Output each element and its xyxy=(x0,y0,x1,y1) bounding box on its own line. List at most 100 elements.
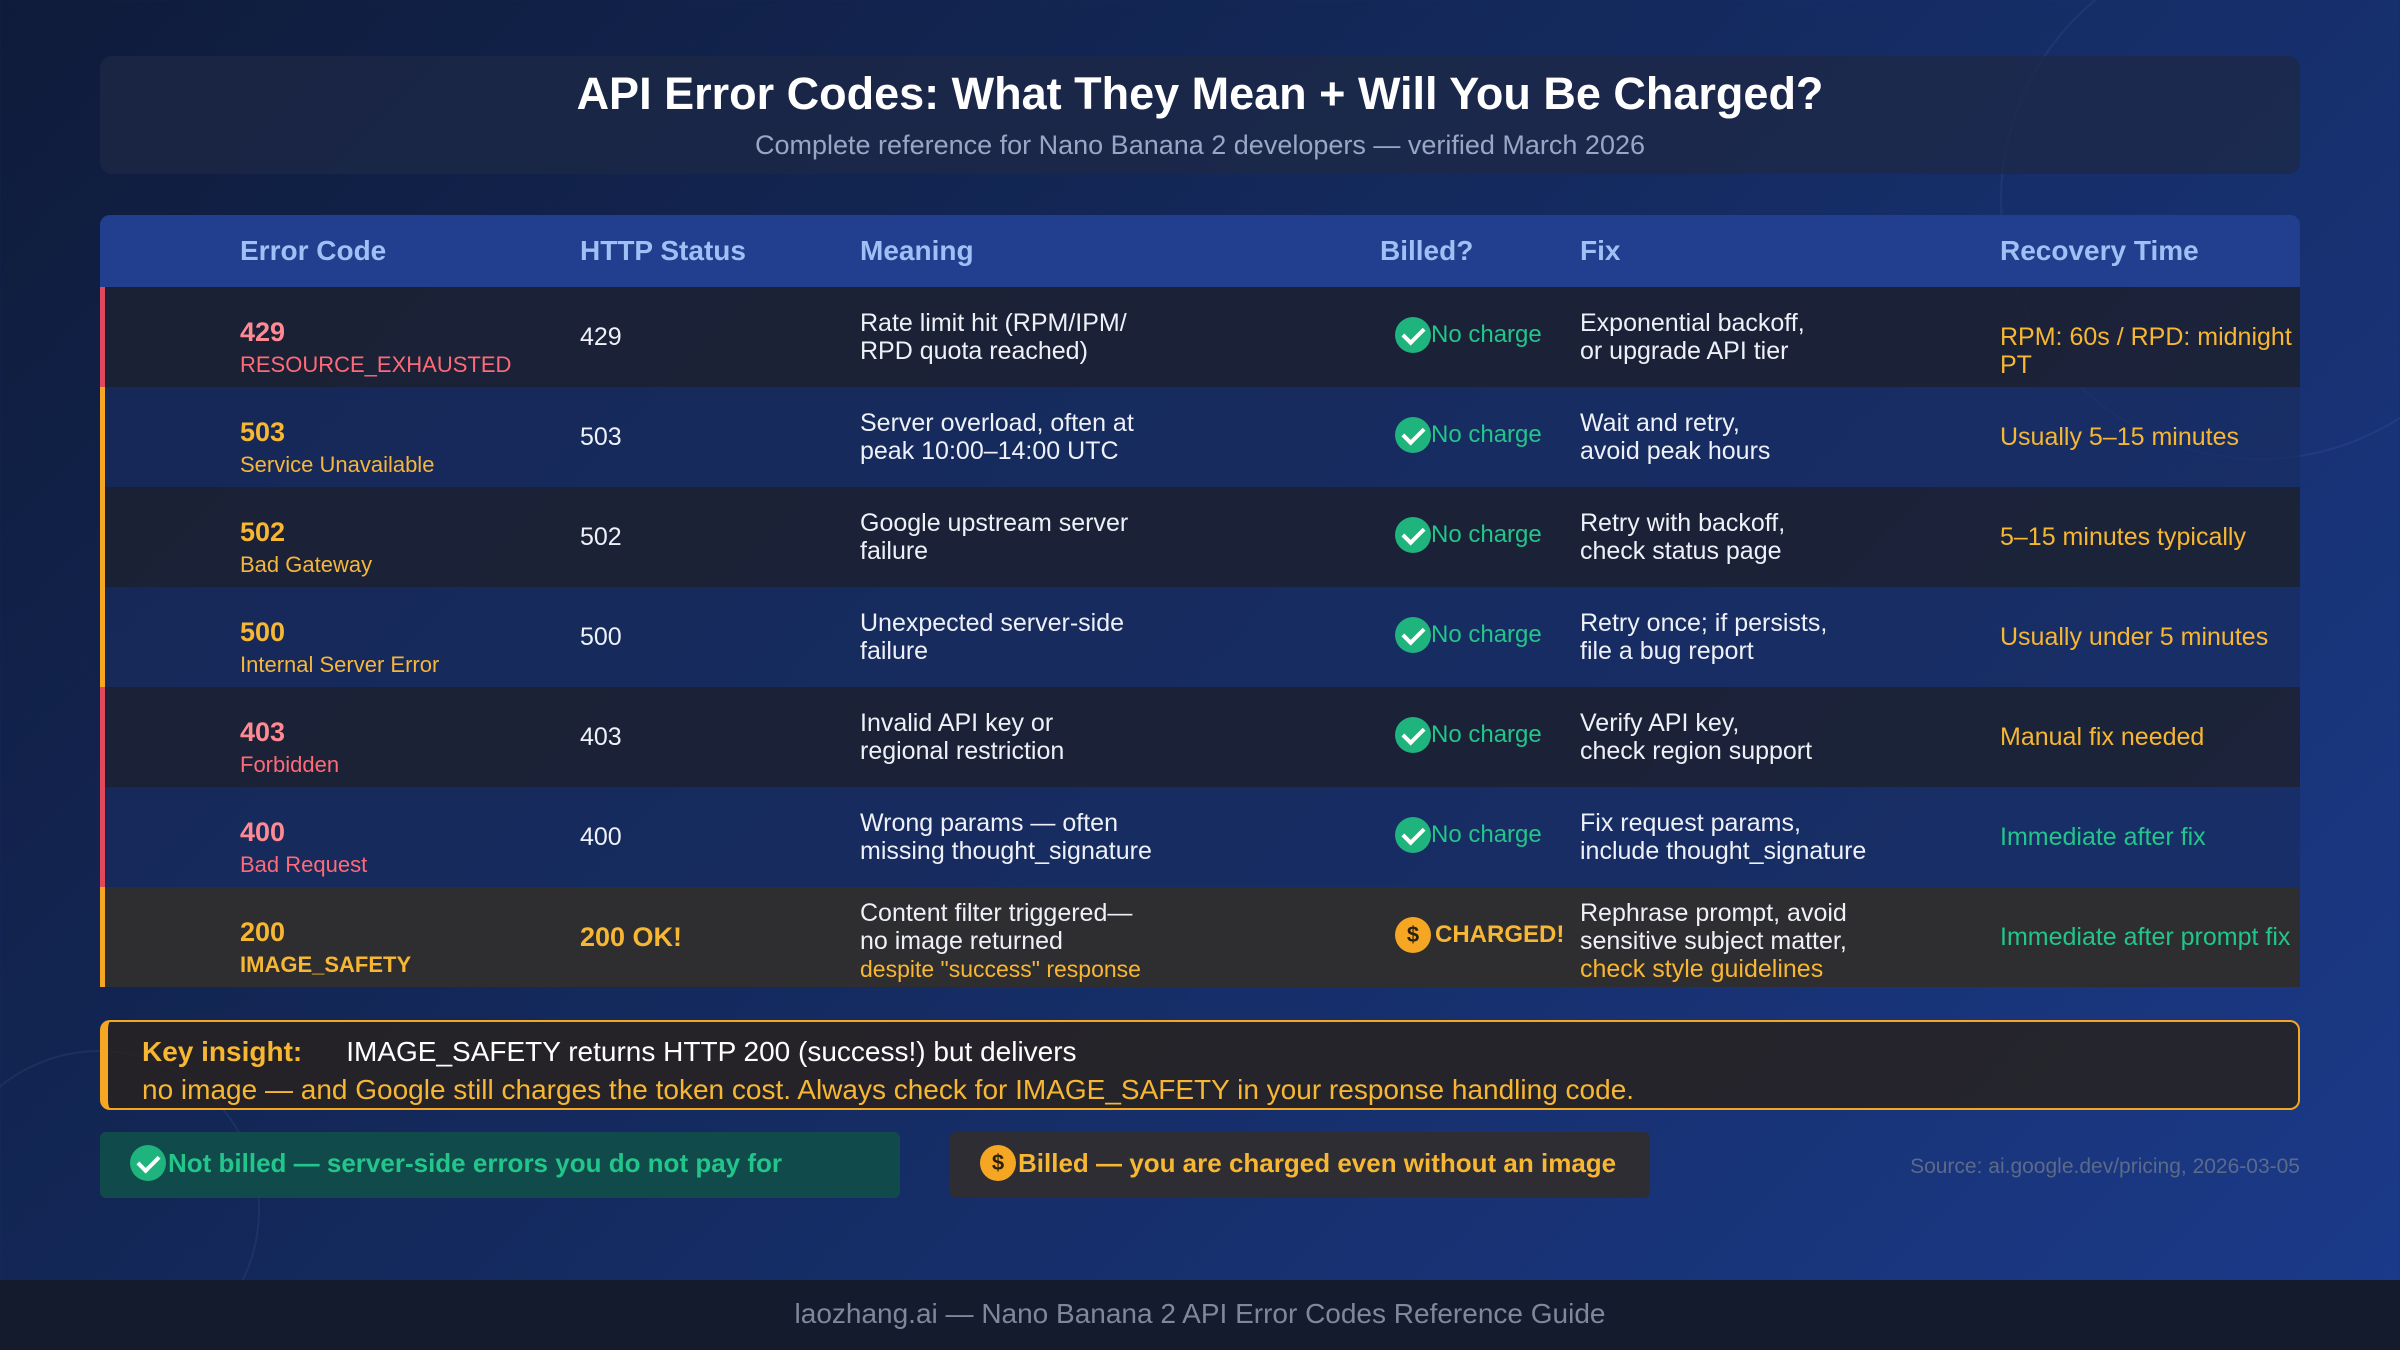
insight-line-2: no image — and Google still charges the … xyxy=(142,1074,1635,1105)
column-header-fix: Fix xyxy=(1580,235,1621,266)
billed-cell: No charge xyxy=(1395,417,1542,453)
fix-cell: Rephrase prompt, avoid sensitive subject… xyxy=(1580,899,1847,983)
error-code: 503 xyxy=(240,417,286,447)
checkmark-icon xyxy=(1395,617,1431,653)
fix-line: file a bug report xyxy=(1580,637,1754,665)
error-code: 200 xyxy=(240,917,286,947)
table-row: 429 RESOURCE_EXHAUSTED 429 Rate limit hi… xyxy=(100,287,2300,387)
legend-not-billed: Not billed — server-side errors you do n… xyxy=(100,1132,900,1198)
fix-line: check style guidelines xyxy=(1580,955,1824,983)
meaning-line: no image returned xyxy=(860,927,1063,955)
billed-cell: No charge xyxy=(1395,717,1542,753)
table-row: 400 Bad Request 400 Wrong params — often… xyxy=(100,787,2300,887)
fix-line: Rephrase prompt, avoid xyxy=(1580,899,1847,927)
fix-line: check region support xyxy=(1580,737,1813,765)
error-code: 403 xyxy=(240,717,286,747)
http-status: 503 xyxy=(580,423,622,451)
meaning-line: failure xyxy=(860,637,929,665)
page-subtitle: Complete reference for Nano Banana 2 dev… xyxy=(755,130,1645,160)
error-name: Bad Request xyxy=(240,852,368,877)
billed-status: No charge xyxy=(1431,621,1542,648)
error-code: 500 xyxy=(240,617,286,647)
fix-cell: Verify API key, check region support xyxy=(1580,709,1812,765)
dollar-coin-icon: $ xyxy=(1395,917,1431,953)
recovery-time: Usually under 5 minutes xyxy=(2000,623,2269,651)
meaning-cell: Unexpected server-side failure xyxy=(860,609,1124,665)
fix-line: sensitive subject matter, xyxy=(1580,927,1847,955)
key-insight-callout: Key insight: IMAGE_SAFETY returns HTTP 20… xyxy=(100,1020,2300,1110)
column-header-code: Error Code xyxy=(240,235,387,266)
meaning-line: despite "success" response xyxy=(860,956,1141,982)
error-code-cell: 400 Bad Request xyxy=(240,817,367,878)
recovery-time: 5–15 minutes typically xyxy=(2000,523,2246,551)
billed-cell: No charge xyxy=(1395,317,1542,353)
meaning-line: missing thought_signature xyxy=(860,837,1152,865)
error-code-cell: 429 RESOURCE_EXHAUSTED xyxy=(240,317,511,378)
error-name: Internal Server Error xyxy=(240,652,440,677)
meaning-cell: Server overload, often at peak 10:00–14:… xyxy=(860,409,1134,465)
error-code-cell: 403 Forbidden xyxy=(240,717,339,778)
billed-status: No charge xyxy=(1431,521,1542,548)
checkmark-icon xyxy=(130,1145,166,1182)
meaning-line: Wrong params — often xyxy=(860,809,1118,837)
footer: laozhang.ai — Nano Banana 2 API Error Co… xyxy=(0,1280,2400,1350)
table-header: Error Code HTTP Status Meaning Billed? F… xyxy=(100,215,2300,287)
source-note: Source: ai.google.dev/pricing, 2026-03-0… xyxy=(1910,1155,2300,1178)
dollar-coin-icon: $ xyxy=(980,1145,1016,1182)
error-name: Forbidden xyxy=(240,752,340,777)
fix-line: Exponential backoff, xyxy=(1580,309,1805,337)
fix-line: check status page xyxy=(1580,537,1782,565)
fix-line: avoid peak hours xyxy=(1580,437,1771,465)
table-row: 502 Bad Gateway 502 Google upstream serv… xyxy=(100,487,2300,587)
billed-status: No charge xyxy=(1431,721,1542,748)
fix-cell: Fix request params, include thought_sign… xyxy=(1580,809,1866,865)
checkmark-icon xyxy=(1395,817,1431,853)
meaning-line: Content filter triggered— xyxy=(860,899,1133,927)
meaning-cell: Google upstream server failure xyxy=(860,509,1128,565)
fix-cell: Retry once; if persists, file a bug repo… xyxy=(1580,609,1827,665)
meaning-cell: Wrong params — often missing thought_sig… xyxy=(860,809,1152,865)
billed-status: CHARGED! xyxy=(1435,921,1565,948)
checkmark-icon xyxy=(1395,317,1431,353)
insight-label: Key insight: xyxy=(142,1036,303,1067)
meaning-line: Server overload, often at xyxy=(860,409,1134,437)
error-codes-table: Error Code HTTP Status Meaning Billed? F… xyxy=(100,215,2300,987)
billed-cell: No charge xyxy=(1395,817,1542,853)
fix-cell: Exponential backoff, or upgrade API tier xyxy=(1580,309,1805,365)
meaning-line: Unexpected server-side xyxy=(860,609,1125,637)
meaning-line: Rate limit hit (RPM/IPM/ xyxy=(860,309,1127,337)
meaning-line: Invalid API key or xyxy=(860,709,1054,737)
legend-billed: $ Billed — you are charged even without a… xyxy=(950,1132,1650,1198)
fix-line: Wait and retry, xyxy=(1580,409,1740,437)
meaning-cell: Content filter triggered— no image retur… xyxy=(860,899,1141,983)
meaning-line: failure xyxy=(860,537,929,565)
checkmark-icon xyxy=(1395,517,1431,553)
meaning-cell: Rate limit hit (RPM/IPM/ RPD quota reach… xyxy=(860,309,1127,365)
fix-line: Retry with backoff, xyxy=(1580,509,1786,537)
legend-not-billed-label: Not billed — server-side errors you do n… xyxy=(168,1148,783,1178)
meaning-line: peak 10:00–14:00 UTC xyxy=(860,437,1119,465)
http-status: 400 xyxy=(580,823,622,851)
column-header-status: HTTP Status xyxy=(580,235,746,266)
error-code: 400 xyxy=(240,817,286,847)
meaning-cell: Invalid API key or regional restriction xyxy=(860,709,1064,765)
error-code-cell: 502 Bad Gateway xyxy=(240,517,372,578)
table-row-charged: 200 IMAGE_SAFETY 200 OK! Content filter … xyxy=(100,887,2300,987)
error-name: Service Unavailable xyxy=(240,452,435,477)
column-header-recovery: Recovery Time xyxy=(2000,235,2199,266)
column-header-meaning: Meaning xyxy=(860,235,974,266)
error-code-cell: 503 Service Unavailable xyxy=(240,417,434,478)
billed-cell: $ CHARGED! xyxy=(1395,917,1564,953)
recovery-time: Immediate after prompt fix xyxy=(2000,923,2291,951)
billed-cell: No charge xyxy=(1395,617,1542,653)
error-code: 502 xyxy=(240,517,286,547)
fix-cell: Wait and retry, avoid peak hours xyxy=(1580,409,1770,465)
insight-line-1: Key insight: IMAGE_SAFETY returns HTTP 20… xyxy=(142,1036,2298,1068)
title-panel: API Error Codes: What They Mean + Will Y… xyxy=(100,56,2300,174)
recovery-time: Immediate after fix xyxy=(2000,823,2206,851)
table-row: 403 Forbidden 403 Invalid API key or reg… xyxy=(100,687,2300,787)
table-row: 503 Service Unavailable 503 Server overl… xyxy=(100,387,2300,487)
checkmark-icon xyxy=(1395,717,1431,753)
error-code-cell: 200 IMAGE_SAFETY xyxy=(240,917,411,978)
billed-status: No charge xyxy=(1431,821,1542,848)
